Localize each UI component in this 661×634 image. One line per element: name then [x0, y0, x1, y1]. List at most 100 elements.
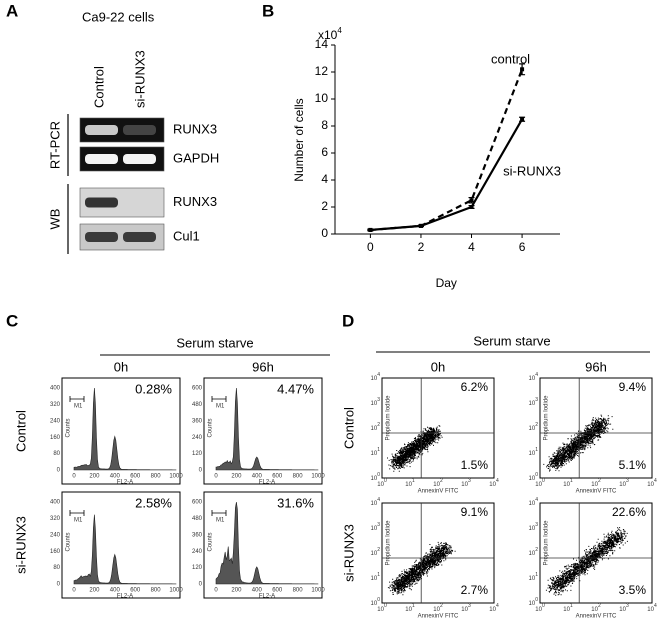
x-tick-label: 800	[293, 474, 304, 480]
timepoint-label: 96h	[585, 359, 607, 374]
panel-letter: C	[6, 311, 18, 330]
condition-label: Serum starve	[473, 333, 550, 348]
data-point	[418, 223, 423, 228]
tick-base: 10	[529, 451, 536, 457]
tick-exp: 1	[377, 447, 380, 453]
x-axis-label: FL2-A	[117, 594, 133, 600]
y-tick-label: 12	[315, 64, 329, 78]
y-tick-label: 101	[529, 447, 539, 456]
tick-base: 10	[529, 426, 536, 432]
tick-exp: 2	[535, 422, 538, 428]
y-tick-label: 103	[529, 522, 539, 531]
x-axis-label: FL2-A	[259, 594, 275, 600]
tick-base: 10	[529, 601, 536, 607]
tick-exp: 3	[626, 603, 629, 609]
row-label: GAPDH	[173, 150, 219, 165]
percent-label: 0.28%	[135, 381, 172, 396]
y-tick-label: 102	[371, 547, 381, 556]
y-tick-label: 102	[371, 422, 381, 431]
cell-line: Ca9-22 cells	[82, 9, 155, 24]
tick-exp: 2	[598, 603, 601, 609]
tick-exp: 1	[570, 478, 573, 484]
y-axis-label: Counts	[66, 418, 72, 437]
x-tick-label: 100	[377, 478, 387, 487]
lane-label: Control	[91, 66, 106, 108]
tick-base: 10	[377, 482, 384, 488]
y-tick-label: 0	[199, 582, 203, 588]
row-label: Cul1	[173, 228, 200, 243]
series-label: control	[491, 51, 530, 66]
y-tick-label: 0	[199, 468, 203, 474]
x-tick-label: 600	[130, 588, 141, 594]
y-tick-label: 101	[371, 447, 381, 456]
data-point	[368, 227, 373, 232]
blot-band	[85, 232, 118, 242]
x-tick-label: 102	[433, 603, 443, 612]
gate-label: M1	[216, 518, 225, 524]
tick-exp: 0	[542, 603, 545, 609]
y-tick-label: 360	[192, 532, 203, 538]
percent-label: 9.1%	[461, 505, 489, 519]
x-tick-label: 100	[377, 603, 387, 612]
tick-exp: 0	[542, 478, 545, 484]
x-tick-label: 6	[519, 240, 526, 254]
x-tick-label: 400	[252, 588, 263, 594]
tick-base: 10	[529, 526, 536, 532]
tick-base: 10	[529, 501, 536, 507]
tick-exp: 0	[377, 597, 380, 603]
tick-exp: 1	[535, 572, 538, 578]
percent-label: 22.6%	[612, 505, 646, 519]
y-tick-label: 100	[529, 597, 539, 606]
timepoint-label: 0h	[114, 359, 128, 374]
x-axis-label: FL2-A	[117, 480, 133, 486]
tick-base: 10	[371, 401, 378, 407]
tick-exp: 1	[535, 447, 538, 453]
y-multiplier: x104	[318, 26, 342, 42]
tick-base: 10	[647, 482, 654, 488]
tick-base: 10	[529, 551, 536, 557]
tick-exp: 4	[377, 372, 380, 378]
y-axis-label: Propidium Iodide	[386, 395, 392, 441]
y-tick-label: 240	[192, 435, 203, 441]
y-tick-label: 320	[50, 516, 61, 522]
x-tick-label: 200	[89, 474, 100, 480]
y-tick-label: 4	[321, 172, 328, 186]
row-label: Control	[13, 410, 28, 452]
tick-base: 10	[535, 482, 542, 488]
tick-base: 10	[433, 607, 440, 613]
x-axis-label: AnnexinV FITC	[418, 614, 459, 620]
series-line	[370, 118, 524, 232]
timepoint-label: 0h	[431, 359, 445, 374]
histogram-shape	[73, 514, 177, 585]
y-tick-label: 101	[529, 572, 539, 581]
x-tick-label: 100	[535, 603, 545, 612]
condition-label: Serum starve	[176, 335, 253, 350]
x-axis-label: AnnexinV FITC	[576, 614, 617, 620]
tick-base: 10	[619, 607, 626, 613]
tick-base: 10	[405, 482, 412, 488]
blot-band	[123, 232, 156, 242]
gate-marker	[211, 396, 227, 402]
scatter-dots	[387, 425, 443, 472]
x-tick-label: 200	[231, 474, 242, 480]
y-axis-label: Propidium Iodide	[544, 520, 550, 566]
y-tick-label: 160	[50, 435, 61, 441]
x-tick-label: 102	[433, 478, 443, 487]
tick-base: 10	[591, 482, 598, 488]
y-tick-label: 120	[192, 451, 203, 457]
tick-base: 10	[371, 476, 378, 482]
y-tick-label: 480	[192, 402, 203, 408]
x-tick-label: 104	[489, 603, 499, 612]
percent-label: 31.6%	[277, 495, 314, 510]
tick-base: 10	[563, 482, 570, 488]
x-axis-label: Day	[436, 276, 457, 290]
tick-base: 10	[371, 376, 378, 382]
y-tick-label: 80	[53, 451, 60, 457]
tick-base: 10	[371, 451, 378, 457]
y-tick-label: 480	[192, 516, 203, 522]
data-point	[520, 117, 525, 122]
tick-exp: 3	[468, 478, 471, 484]
x-tick-label: 4	[468, 240, 475, 254]
x-axis-label: AnnexinV FITC	[576, 489, 617, 495]
